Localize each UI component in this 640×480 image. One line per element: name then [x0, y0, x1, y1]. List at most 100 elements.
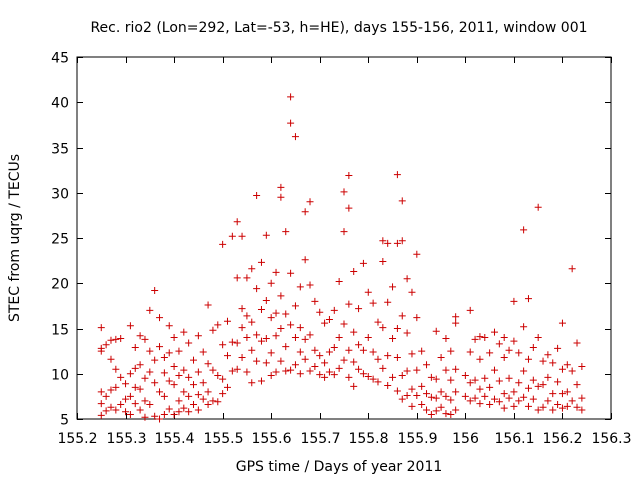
- data-point: [277, 325, 285, 332]
- data-point: [209, 326, 217, 334]
- data-point: [393, 325, 401, 332]
- data-point: [345, 204, 353, 212]
- data-point: [495, 398, 503, 406]
- data-point: [136, 332, 144, 340]
- data-point: [301, 256, 309, 264]
- data-point: [248, 318, 256, 326]
- data-point: [160, 410, 168, 418]
- data-point: [398, 372, 406, 380]
- data-point: [112, 365, 120, 373]
- data-point: [291, 361, 299, 369]
- data-point: [355, 305, 363, 313]
- data-point: [379, 237, 387, 245]
- data-point: [204, 360, 212, 368]
- data-point: [287, 366, 295, 374]
- data-point: [301, 208, 309, 216]
- data-point: [423, 390, 431, 398]
- data-point: [219, 240, 227, 248]
- data-point: [180, 404, 188, 412]
- data-point: [534, 382, 542, 390]
- data-point: [253, 357, 261, 365]
- data-point: [267, 372, 275, 380]
- data-point: [165, 322, 173, 330]
- data-point: [190, 401, 198, 409]
- y-tick-label: 15: [51, 323, 69, 339]
- data-point: [413, 250, 421, 258]
- data-point: [204, 388, 212, 396]
- data-point: [398, 312, 406, 320]
- data-point: [311, 346, 319, 354]
- data-point: [102, 407, 110, 415]
- data-point: [204, 401, 212, 409]
- data-point: [524, 295, 532, 303]
- data-point: [296, 324, 304, 332]
- data-point: [316, 308, 324, 316]
- data-point: [544, 373, 552, 381]
- data-point: [437, 388, 445, 396]
- data-point: [413, 391, 421, 399]
- data-point: [126, 410, 134, 418]
- data-point: [350, 382, 358, 390]
- data-point: [500, 390, 508, 398]
- data-point: [345, 300, 353, 308]
- data-point: [287, 269, 295, 277]
- data-point: [413, 314, 421, 322]
- data-point: [131, 364, 139, 372]
- data-point: [335, 364, 343, 372]
- data-point: [233, 365, 241, 373]
- data-point: [554, 344, 562, 352]
- data-point: [520, 226, 528, 234]
- data-point: [413, 366, 421, 374]
- data-point: [311, 363, 319, 371]
- data-point: [190, 356, 198, 364]
- data-point: [277, 357, 285, 365]
- data-point: [461, 372, 469, 380]
- y-tick-label: 35: [51, 142, 69, 158]
- data-point: [185, 339, 193, 347]
- data-point: [452, 319, 460, 327]
- data-point: [500, 334, 508, 342]
- y-tick-label: 45: [51, 51, 69, 67]
- data-point: [389, 283, 397, 291]
- data-point: [534, 203, 542, 211]
- data-point: [549, 359, 557, 367]
- data-point: [452, 388, 460, 396]
- data-point: [408, 385, 416, 393]
- data-point: [238, 353, 246, 361]
- data-point: [194, 368, 202, 376]
- data-series: [97, 93, 586, 423]
- data-point: [495, 377, 503, 385]
- data-point: [442, 366, 450, 374]
- data-point: [156, 415, 164, 423]
- data-point: [316, 352, 324, 360]
- data-point: [209, 366, 217, 374]
- data-point: [141, 374, 149, 382]
- data-point: [112, 383, 120, 391]
- data-point: [442, 410, 450, 418]
- data-point: [136, 361, 144, 369]
- data-point: [515, 379, 523, 387]
- data-point: [466, 306, 474, 314]
- data-point: [350, 358, 358, 366]
- data-point: [359, 346, 367, 354]
- data-point: [510, 337, 518, 345]
- x-tick-label: 155.3: [106, 431, 146, 447]
- data-point: [340, 356, 348, 364]
- data-point: [199, 379, 207, 387]
- data-point: [160, 392, 168, 400]
- data-point: [384, 298, 392, 306]
- data-point: [282, 310, 290, 318]
- data-point: [325, 368, 333, 376]
- data-point: [461, 392, 469, 400]
- data-point: [369, 348, 377, 356]
- data-point: [418, 382, 426, 390]
- data-point: [389, 334, 397, 342]
- data-point: [248, 379, 256, 387]
- data-point: [364, 288, 372, 296]
- data-point: [505, 394, 513, 402]
- x-axis: 155.2 155.3 155.4 155.5 155.6 155.7 155.8 155.9…: [57, 57, 632, 447]
- data-point: [335, 277, 343, 285]
- data-point: [97, 324, 105, 332]
- data-point: [170, 363, 178, 371]
- data-point: [262, 296, 270, 304]
